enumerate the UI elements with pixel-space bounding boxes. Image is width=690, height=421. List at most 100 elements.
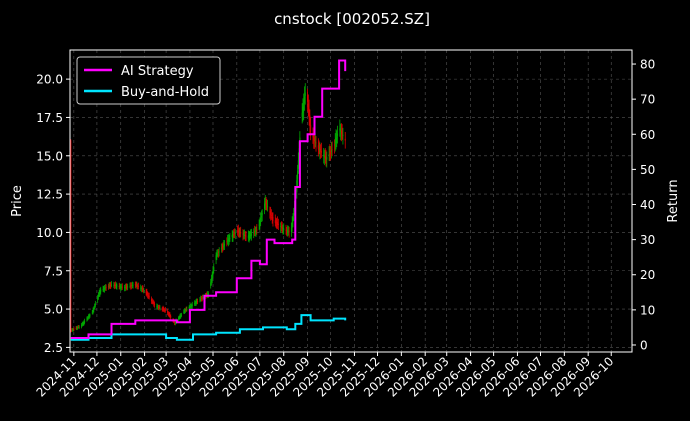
candle-body <box>200 298 202 300</box>
candle-body <box>238 230 240 233</box>
candle-body <box>233 234 235 236</box>
candle-body <box>254 231 256 233</box>
candle-body <box>103 288 105 290</box>
candle-body <box>310 125 312 133</box>
candle-body <box>120 286 122 288</box>
candle-body <box>326 157 328 160</box>
candle-body <box>184 310 186 312</box>
candle-body <box>190 306 192 307</box>
candle-body <box>102 289 104 290</box>
candle-body <box>71 329 73 331</box>
candle-body <box>330 149 332 153</box>
candle-body <box>307 103 309 109</box>
series-line-buy-and-hold <box>70 314 347 341</box>
candle-body <box>220 248 222 250</box>
candle-body <box>94 306 96 308</box>
candle-body <box>328 154 330 156</box>
y-left-tick-label: 2.5 <box>44 341 63 355</box>
candle-body <box>323 155 325 158</box>
candle-body <box>267 206 269 208</box>
y-right-tick-label: 40 <box>640 198 655 212</box>
candle-body <box>317 145 319 149</box>
candle-body <box>207 293 209 295</box>
y-left-tick-label: 17.5 <box>36 111 63 125</box>
y-right-tick-label: 50 <box>640 163 655 177</box>
candle-body <box>320 150 322 153</box>
candle-body <box>286 230 288 232</box>
y-axis-right-label: Return <box>666 179 681 222</box>
candle-body <box>277 221 279 226</box>
candle-body <box>207 293 209 296</box>
candle-body <box>98 293 100 295</box>
candle-body <box>274 220 276 223</box>
candle-body <box>244 235 246 236</box>
candle-body <box>97 296 99 300</box>
candle-body <box>185 309 187 311</box>
candle-body <box>290 227 292 232</box>
candle-body <box>281 226 283 229</box>
candle-body <box>82 323 84 325</box>
candle-body <box>109 285 111 287</box>
candle-body <box>211 273 213 280</box>
candle-body <box>134 284 136 286</box>
candle-body <box>89 315 91 317</box>
candle-body <box>108 285 110 287</box>
candle-body <box>227 238 229 242</box>
candle-body <box>127 286 129 288</box>
candle-body <box>323 154 325 157</box>
candle-body <box>250 233 252 236</box>
candle-body <box>215 255 217 260</box>
candle-body <box>333 144 335 146</box>
candle-body <box>152 302 154 303</box>
candle-body <box>124 287 126 289</box>
candle-body <box>169 314 171 317</box>
candle-body <box>308 108 310 119</box>
candle-body <box>258 224 260 226</box>
candle-body <box>200 298 202 300</box>
candle-body <box>287 231 289 232</box>
candle-body <box>285 230 287 231</box>
candle-body <box>339 128 341 131</box>
candle-body <box>135 284 137 286</box>
y-right-tick-label: 70 <box>640 93 655 107</box>
candle-body <box>277 223 279 225</box>
candle-body <box>145 291 147 293</box>
candle-body <box>189 306 191 308</box>
candle-body <box>113 284 115 286</box>
candle-body <box>147 295 149 297</box>
candle-body <box>264 203 266 209</box>
chart-title: cnstock [002052.SZ] <box>274 10 430 28</box>
candle-body <box>94 303 96 306</box>
candle-body <box>240 232 242 234</box>
candle-body <box>237 230 239 232</box>
candle-body <box>217 253 219 255</box>
candle-body <box>136 284 138 287</box>
candle-body <box>330 151 332 153</box>
candle-body <box>197 300 199 302</box>
candle-body <box>77 326 79 328</box>
y-axis-right: 0 10 20 30 40 50 60 70 80 <box>632 58 655 352</box>
candle-body <box>156 306 158 308</box>
candle-body <box>140 287 142 289</box>
candle-body <box>302 106 304 113</box>
candle-body <box>342 134 344 137</box>
candle-body <box>247 235 249 239</box>
candle-body <box>164 309 166 311</box>
candle-body <box>260 216 262 218</box>
candle-body <box>275 222 277 224</box>
candle-body <box>244 234 246 236</box>
candle-body <box>212 270 214 276</box>
candle-body <box>141 288 143 290</box>
candle-body <box>319 148 321 152</box>
candle-body <box>245 235 247 237</box>
candle-body <box>167 311 169 314</box>
candle-body <box>137 285 139 287</box>
candle-body <box>143 289 145 291</box>
candle-body <box>124 286 126 288</box>
candle-body <box>153 302 155 304</box>
candle-body <box>202 297 204 299</box>
candle-body <box>131 285 133 286</box>
candle-body <box>272 217 274 221</box>
candle-body <box>78 326 80 328</box>
candle-body <box>224 244 226 246</box>
